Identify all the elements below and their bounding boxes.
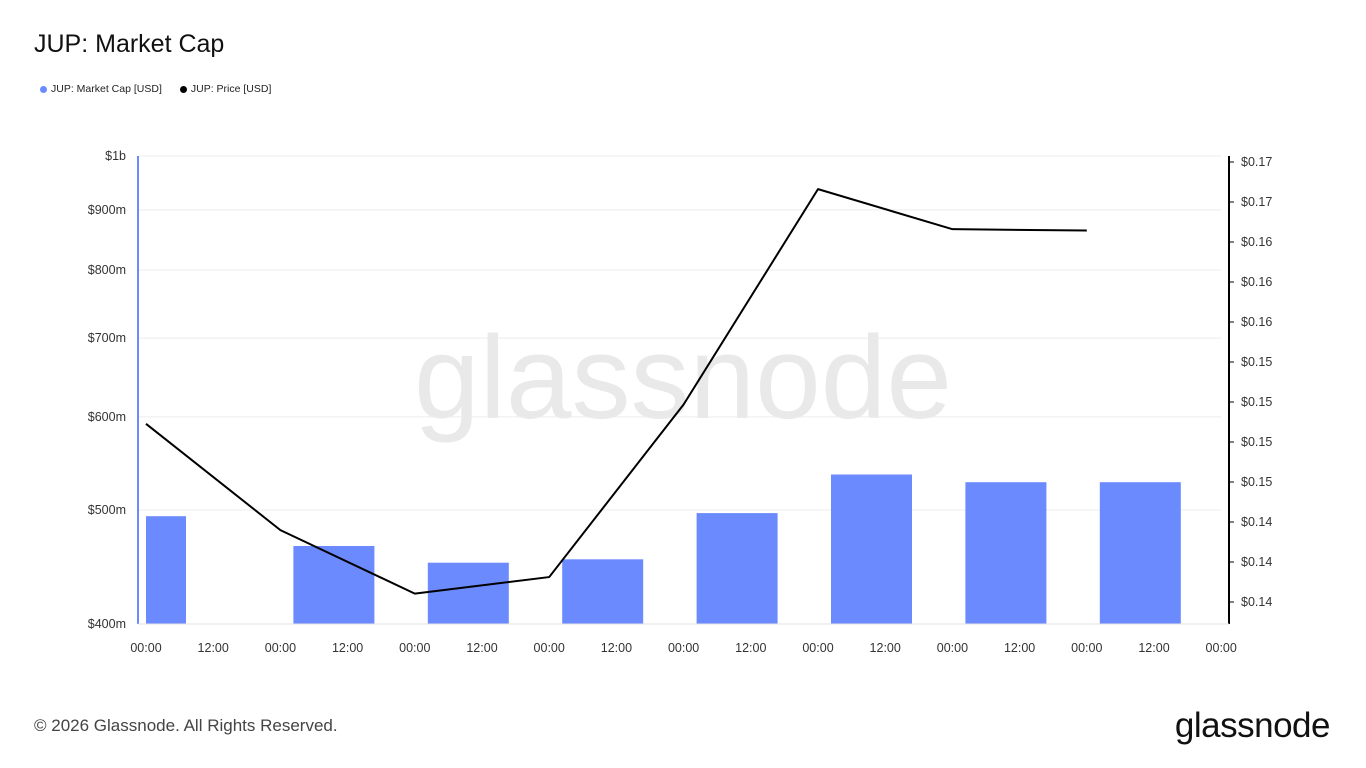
left-tick-label: $1b <box>105 149 126 163</box>
x-tick-label: 00:00 <box>668 641 699 655</box>
x-tick-label: 00:00 <box>534 641 565 655</box>
right-tick-label: $0.17 <box>1241 155 1272 169</box>
x-tick-label: 00:00 <box>937 641 968 655</box>
legend-dot-market-cap <box>40 85 47 93</box>
x-tick-label: 00:00 <box>1206 641 1237 655</box>
market-cap-bars <box>146 474 1181 624</box>
left-tick-label: $900m <box>88 203 126 217</box>
right-tick-label: $0.14 <box>1241 515 1272 529</box>
x-tick-label: 12:00 <box>870 641 901 655</box>
x-tick-label: 12:00 <box>198 641 229 655</box>
axes <box>137 156 1230 625</box>
left-axis-ticks: $400m $500m $600m $700m $800m $900m $1b <box>88 149 126 631</box>
legend-label-market-cap: JUP: Market Cap [USD] <box>51 83 162 95</box>
grid-lines <box>138 155 1221 625</box>
right-tick-label: $0.16 <box>1241 235 1272 249</box>
x-tick-label: 00:00 <box>1071 641 1102 655</box>
x-tick-label: 00:00 <box>802 641 833 655</box>
right-tick-label: $0.16 <box>1241 275 1272 289</box>
price-line-path <box>145 188 1087 595</box>
legend-dot-price <box>179 85 187 93</box>
right-tick-label: $0.16 <box>1241 315 1272 329</box>
x-tick-label: 12:00 <box>466 641 497 655</box>
left-tick-label: $800m <box>88 263 126 277</box>
market-cap-bar <box>831 474 912 624</box>
left-tick-label: $400m <box>88 617 126 631</box>
right-tick-label: $0.15 <box>1241 355 1272 369</box>
market-cap-bar <box>293 545 375 624</box>
x-tick-label: 00:00 <box>399 641 430 655</box>
right-tick-label: $0.15 <box>1241 475 1272 489</box>
market-cap-bar <box>1099 482 1181 624</box>
market-cap-bar <box>562 559 644 624</box>
x-tick-label: 00:00 <box>130 641 161 655</box>
market-cap-bar <box>427 562 509 624</box>
x-tick-label: 12:00 <box>601 641 632 655</box>
x-axis-ticks: 00:00 12:00 00:00 12:00 00:00 12:00 00:00 12:00… <box>130 641 1237 655</box>
x-tick-label: 12:00 <box>1004 641 1035 655</box>
left-tick-label: $500m <box>88 503 126 517</box>
x-tick-label: 12:00 <box>1138 641 1169 655</box>
right-tick-label: $0.15 <box>1241 395 1272 409</box>
chart-title: JUP: Market Cap <box>34 30 225 58</box>
right-axis-ticks: $0.14 $0.14 $0.14 $0.15 $0.15 $0.15 $0.15 $0.16… <box>1229 155 1272 609</box>
right-tick-label: $0.14 <box>1241 555 1272 569</box>
x-tick-label: 12:00 <box>332 641 363 655</box>
legend-label-price: JUP: Price [USD] <box>190 83 272 95</box>
price-line <box>145 188 1087 595</box>
market-cap-bar <box>965 482 1047 624</box>
left-tick-label: $700m <box>88 331 126 345</box>
legend-item-market-cap[interactable]: JUP: Market Cap [USD] <box>40 83 162 95</box>
right-tick-label: $0.14 <box>1241 595 1272 609</box>
market-cap-bar <box>696 513 778 624</box>
chart-legend: JUP: Market Cap [USD] JUP: Price [USD] <box>40 83 271 95</box>
x-tick-label: 12:00 <box>735 641 766 655</box>
right-tick-label: $0.15 <box>1241 435 1272 449</box>
chart-canvas: glassnode 00:00 12:00 00:00 12:00 00:00 12:00… <box>88 149 1273 655</box>
copyright-text: © 2026 Glassnode. All Rights Reserved. <box>34 716 338 735</box>
right-tick-label: $0.17 <box>1241 195 1272 209</box>
left-tick-label: $600m <box>88 410 126 424</box>
legend-item-price[interactable]: JUP: Price [USD] <box>179 83 272 95</box>
x-tick-label: 00:00 <box>265 641 296 655</box>
market-cap-bar <box>146 516 186 624</box>
glassnode-logo[interactable]: glassnode <box>1174 706 1331 745</box>
watermark: glassnode <box>414 312 952 444</box>
